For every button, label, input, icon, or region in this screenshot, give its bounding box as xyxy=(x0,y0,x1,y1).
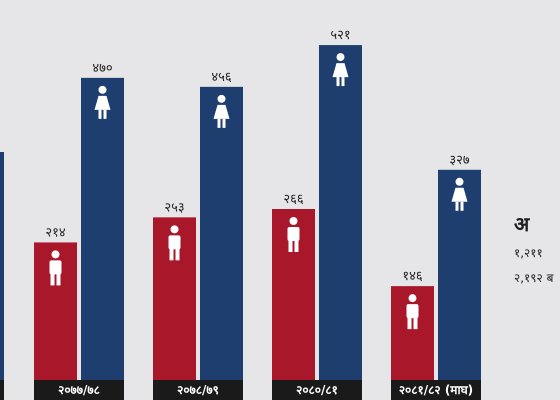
category-label-bg-2 xyxy=(272,380,362,400)
male-value-label-3: १४६ xyxy=(402,269,423,284)
category-label-bg-3 xyxy=(391,380,481,400)
female-bar-2 xyxy=(319,45,362,380)
side-stat-line-2: २,१९२ ब xyxy=(514,271,554,285)
category-label-1: २०७८/७९ xyxy=(177,383,219,397)
female-bar-0 xyxy=(81,77,124,380)
male-person-icon xyxy=(406,294,419,330)
category-label-bg-1 xyxy=(153,380,243,400)
partial-category-label-bg xyxy=(0,380,4,400)
female-value-label-3: ३२७ xyxy=(449,153,470,168)
female-bar-1 xyxy=(200,86,243,380)
female-person-icon xyxy=(213,94,230,128)
male-person-icon xyxy=(49,250,62,286)
female-value-label-2: ५२१ xyxy=(330,28,350,43)
partial-bar-left xyxy=(0,152,4,380)
female-bar-3 xyxy=(438,169,481,380)
female-value-label-0: ४७० xyxy=(92,61,112,76)
male-value-label-2: २६६ xyxy=(283,192,304,207)
side-stat-line-1: १,२११ xyxy=(514,246,543,260)
category-label-bg-0 xyxy=(34,380,124,400)
female-person-icon xyxy=(451,177,468,211)
side-heading: अ xyxy=(514,212,530,236)
female-value-label-1: ४५६ xyxy=(211,70,232,85)
male-person-icon xyxy=(168,225,181,261)
category-label-0: २०७७/७८ xyxy=(58,383,100,397)
category-label-3: २०८१/८२ (माघ) xyxy=(399,383,473,397)
male-value-label-1: २५३ xyxy=(164,200,184,215)
male-value-label-0: २१४ xyxy=(45,225,66,240)
male-person-icon xyxy=(287,217,300,252)
female-person-icon xyxy=(94,85,111,119)
category-label-2: २०८०/८१ xyxy=(296,383,338,397)
female-person-icon xyxy=(332,53,349,87)
